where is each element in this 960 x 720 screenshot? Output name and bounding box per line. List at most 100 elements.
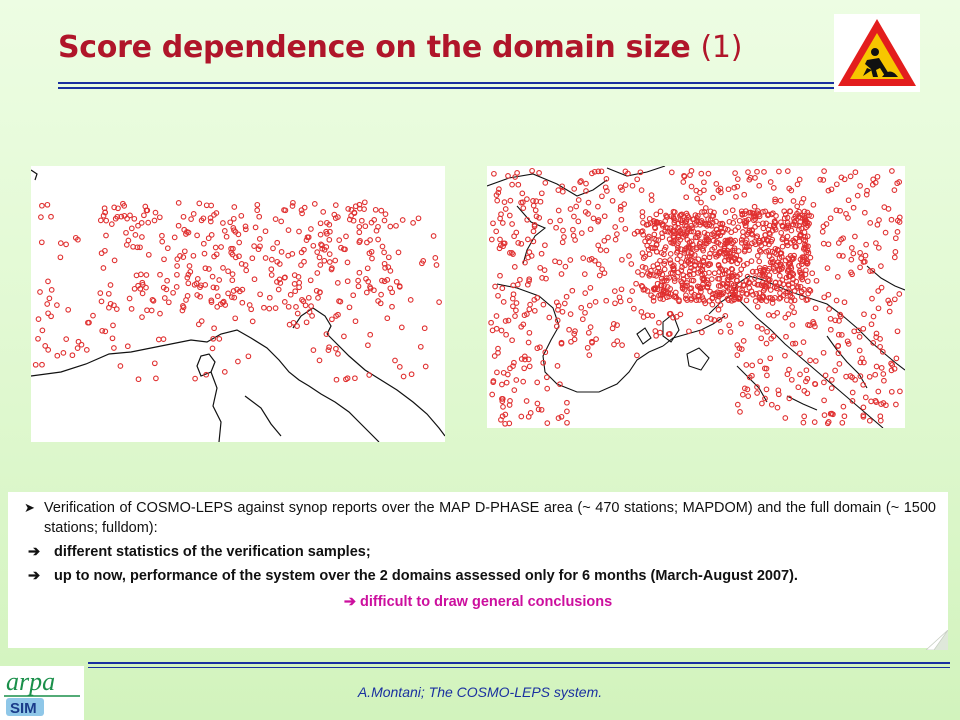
station-marker bbox=[542, 180, 549, 186]
station-marker bbox=[421, 325, 428, 332]
station-marker bbox=[825, 291, 832, 298]
station-marker bbox=[757, 358, 764, 365]
station-marker bbox=[728, 280, 735, 287]
station-marker bbox=[352, 203, 359, 210]
station-marker bbox=[770, 223, 777, 229]
station-marker bbox=[614, 231, 620, 237]
station-marker bbox=[776, 295, 783, 302]
station-marker bbox=[746, 209, 752, 216]
station-marker bbox=[282, 207, 289, 214]
station-marker bbox=[567, 206, 574, 212]
station-marker bbox=[160, 336, 167, 342]
station-marker bbox=[194, 232, 200, 239]
station-marker bbox=[742, 223, 749, 229]
point-statistics: ➔ different statistics of the verificati… bbox=[20, 542, 936, 562]
station-marker bbox=[688, 295, 695, 302]
station-marker bbox=[268, 256, 275, 263]
station-marker bbox=[524, 196, 530, 202]
station-marker bbox=[726, 322, 733, 329]
station-marker bbox=[510, 303, 516, 310]
station-marker bbox=[836, 318, 842, 324]
station-marker bbox=[540, 301, 547, 308]
station-marker bbox=[533, 213, 540, 220]
station-marker bbox=[861, 311, 867, 318]
station-marker bbox=[520, 205, 527, 211]
station-marker bbox=[648, 197, 655, 203]
station-marker bbox=[791, 219, 798, 225]
station-marker bbox=[46, 295, 53, 302]
station-marker bbox=[555, 187, 562, 193]
station-marker bbox=[494, 369, 500, 376]
station-marker bbox=[881, 377, 887, 384]
station-markers-left bbox=[32, 199, 442, 383]
point-statistics-text: different statistics of the verification… bbox=[54, 544, 371, 560]
station-marker bbox=[510, 282, 517, 289]
station-marker bbox=[876, 217, 882, 223]
station-marker bbox=[756, 239, 763, 246]
station-marker bbox=[698, 170, 705, 177]
station-marker bbox=[681, 231, 688, 238]
station-marker bbox=[731, 214, 738, 220]
station-marker bbox=[848, 269, 854, 276]
station-marker bbox=[867, 268, 873, 274]
station-marker bbox=[592, 299, 599, 305]
station-marker bbox=[863, 241, 869, 248]
station-marker bbox=[371, 217, 378, 223]
station-marker bbox=[649, 312, 656, 319]
station-marker bbox=[825, 187, 832, 194]
station-marker bbox=[708, 316, 714, 322]
station-marker bbox=[57, 240, 64, 246]
station-marker bbox=[767, 355, 774, 362]
station-marker bbox=[674, 242, 680, 248]
station-marker bbox=[745, 169, 751, 175]
station-marker bbox=[796, 238, 803, 245]
station-marker bbox=[496, 245, 503, 252]
station-marker bbox=[802, 234, 808, 240]
station-marker bbox=[686, 253, 693, 259]
station-marker bbox=[788, 227, 795, 234]
station-marker bbox=[661, 290, 667, 296]
station-marker bbox=[754, 323, 761, 330]
station-marker bbox=[738, 240, 745, 246]
station-marker bbox=[877, 336, 883, 342]
station-marker bbox=[878, 284, 885, 291]
station-marker bbox=[211, 212, 217, 218]
station-marker bbox=[546, 314, 553, 321]
station-marker bbox=[688, 277, 695, 284]
station-marker bbox=[298, 262, 304, 268]
station-marker bbox=[821, 294, 828, 301]
station-marker bbox=[251, 276, 258, 283]
station-marker bbox=[734, 401, 741, 408]
station-marker bbox=[794, 285, 801, 291]
station-marker bbox=[541, 267, 548, 273]
station-marker bbox=[99, 327, 106, 334]
station-marker bbox=[857, 373, 864, 379]
station-marker bbox=[780, 281, 787, 288]
station-marker bbox=[211, 325, 217, 332]
station-marker bbox=[417, 343, 424, 350]
station-marker bbox=[526, 306, 533, 313]
station-marker bbox=[790, 255, 797, 262]
station-marker bbox=[695, 213, 701, 219]
station-marker bbox=[686, 328, 692, 335]
station-marker bbox=[883, 402, 889, 409]
station-marker bbox=[681, 250, 688, 256]
station-marker bbox=[735, 224, 742, 231]
station-marker bbox=[174, 263, 180, 269]
station-marker bbox=[841, 299, 848, 306]
station-marker bbox=[807, 254, 814, 261]
station-marker bbox=[622, 182, 629, 188]
station-marker bbox=[208, 202, 215, 209]
station-marker bbox=[891, 254, 898, 261]
station-marker bbox=[803, 367, 810, 374]
station-marker bbox=[507, 197, 514, 204]
station-marker bbox=[807, 357, 813, 364]
station-marker bbox=[249, 255, 256, 262]
right-arrow-icon: ➔ bbox=[28, 544, 41, 560]
station-marker bbox=[553, 323, 560, 330]
station-marker bbox=[716, 276, 723, 282]
station-marker bbox=[691, 216, 697, 223]
station-marker bbox=[123, 242, 130, 248]
station-marker bbox=[775, 387, 782, 394]
station-marker bbox=[697, 285, 703, 292]
